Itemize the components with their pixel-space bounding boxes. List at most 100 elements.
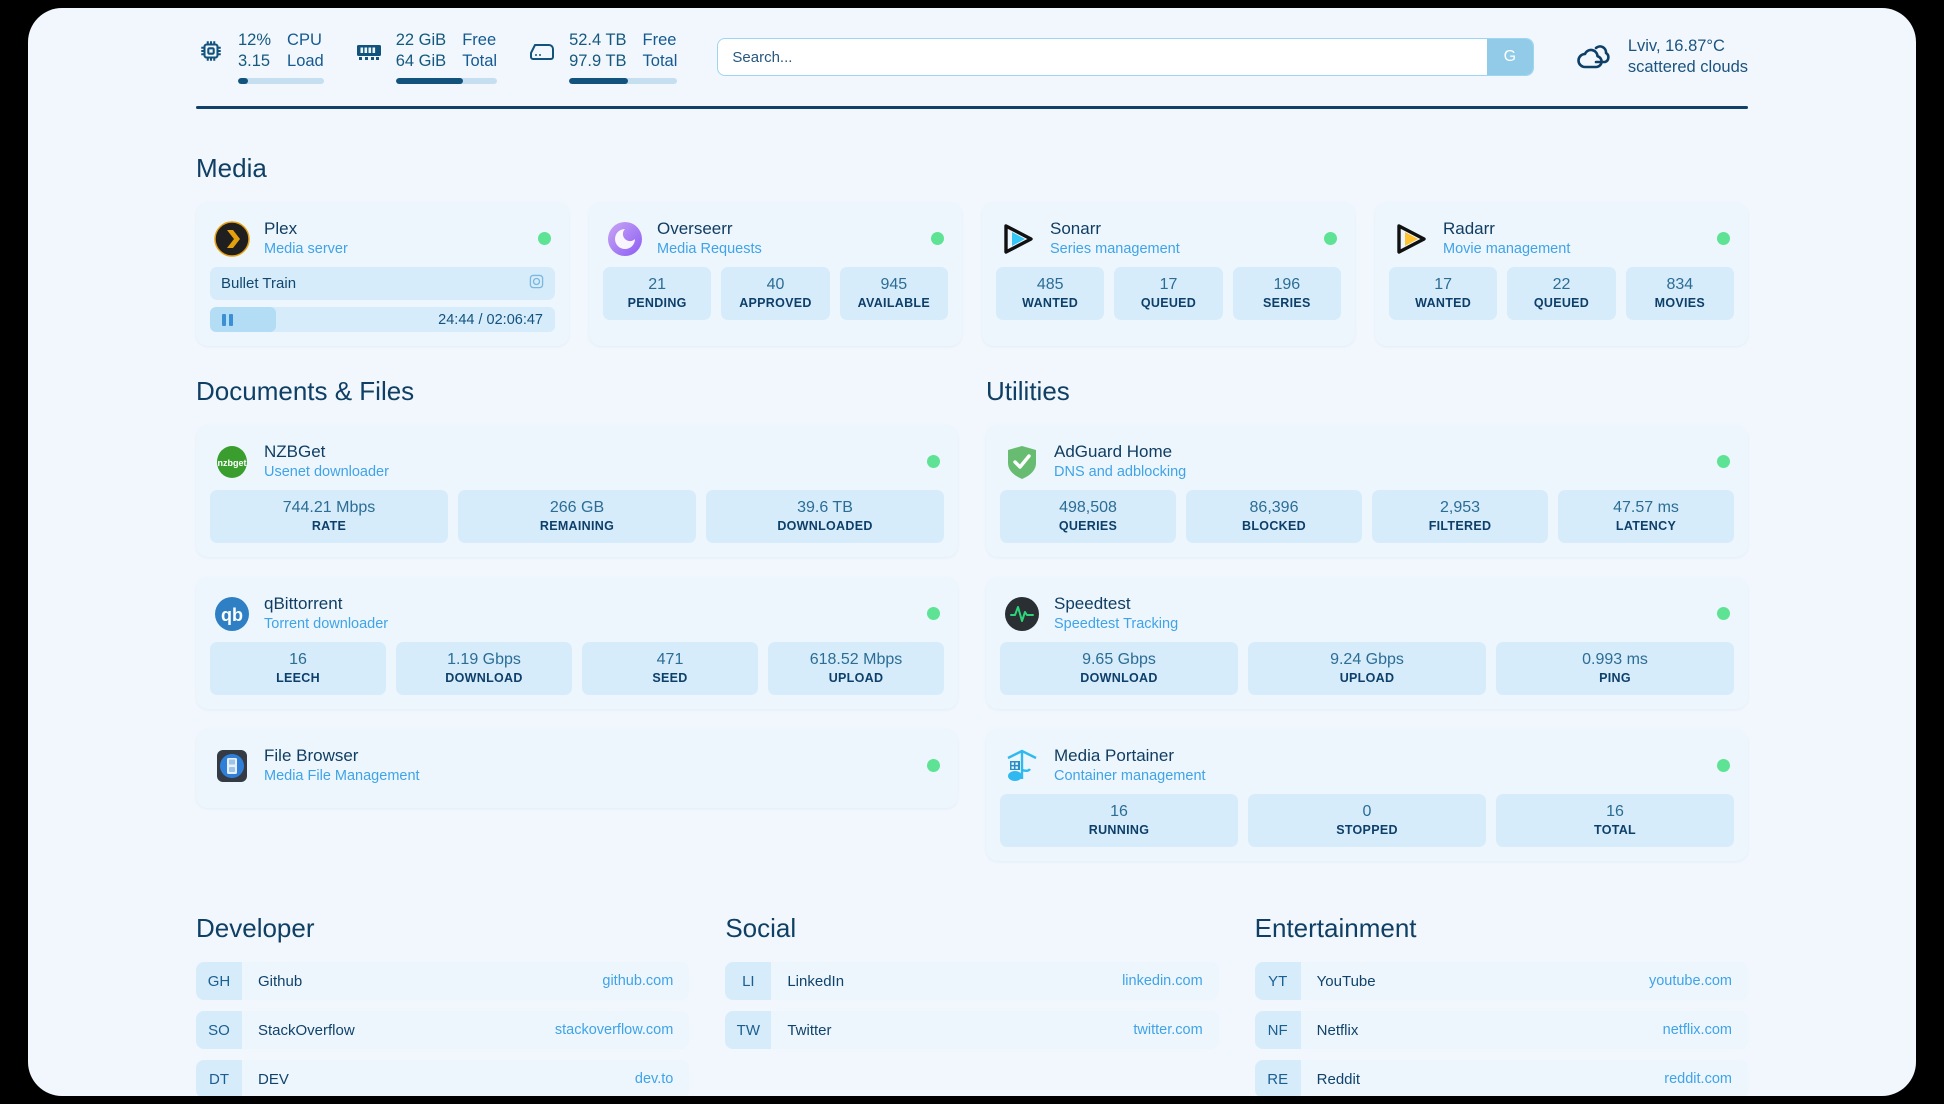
overseerr-logo <box>607 221 643 257</box>
stat-tile[interactable]: 86,396 BLOCKED <box>1186 490 1362 543</box>
bookmark-url[interactable]: stackoverflow.com <box>554 1022 674 1038</box>
stat-tile[interactable]: 0 STOPPED <box>1248 794 1486 847</box>
stat-tile[interactable]: 266 GB REMAINING <box>458 490 696 543</box>
bookmark-item[interactable]: LI LinkedIn linkedin.com <box>725 962 1219 1000</box>
service-name: Radarr <box>1443 219 1495 238</box>
stat-tile[interactable]: 9.65 Gbps DOWNLOAD <box>1000 642 1238 695</box>
stat-label: DOWNLOAD <box>445 671 523 685</box>
stat-tile[interactable]: 485 WANTED <box>996 267 1105 320</box>
status-indicator-online <box>1717 759 1730 772</box>
stat-value: 17 <box>1159 276 1178 293</box>
stat-tile[interactable]: 196 SERIES <box>1232 267 1341 320</box>
stat-label: MOVIES <box>1654 296 1706 310</box>
pause-icon[interactable] <box>222 313 233 326</box>
search-engine-button[interactable]: G <box>1486 39 1533 75</box>
bookmark-abbr: TW <box>725 1011 772 1049</box>
bookmark-item[interactable]: NF Netflix netflix.com <box>1254 1011 1748 1049</box>
dashboard-header: 12% 3.15 CPU Load 22 GiB 64 GiB Free <box>196 8 1748 106</box>
service-card-nzbget[interactable]: nzbget NZBGet Usenet downloader 744.21 M… <box>196 425 958 557</box>
utilities-cards-column: AdGuard Home DNS and adblocking 498,508 … <box>986 425 1748 861</box>
stat-tile[interactable]: 9.24 Gbps UPLOAD <box>1248 642 1486 695</box>
stat-value: 0 <box>1362 803 1372 820</box>
stat-group: 9.65 Gbps DOWNLOAD 9.24 Gbps UPLOAD 0.99… <box>1000 642 1734 695</box>
bookmark-abbr: YT <box>1254 962 1301 1000</box>
bookmark-group-developer: Developer GH Github github.com SO StackO… <box>196 913 690 1096</box>
service-subtitle: DNS and adblocking <box>1054 464 1187 480</box>
service-card-adguard-home[interactable]: AdGuard Home DNS and adblocking 498,508 … <box>986 425 1748 557</box>
stat-tile[interactable]: 744.21 Mbps RATE <box>210 490 448 543</box>
stat-label: UPLOAD <box>1339 671 1395 685</box>
stat-value: 744.21 Mbps <box>282 499 376 516</box>
stat-label: LEECH <box>276 671 320 685</box>
plex-cast-icon[interactable] <box>529 274 544 293</box>
stat-tile[interactable]: 618.52 Mbps UPLOAD <box>768 642 944 695</box>
service-card-speedtest[interactable]: Speedtest Speedtest Tracking 9.65 Gbps D… <box>986 577 1748 709</box>
bookmark-abbr: SO <box>196 1011 242 1049</box>
stat-tile[interactable]: 16 RUNNING <box>1000 794 1238 847</box>
stat-tile[interactable]: 40 APPROVED <box>721 267 830 320</box>
bookmark-name: Netflix <box>1316 1021 1359 1039</box>
stat-tile[interactable]: 0.993 ms PING <box>1496 642 1734 695</box>
stat-tile[interactable]: 945 AVAILABLE <box>839 267 948 320</box>
stat-value: 39.6 TB <box>797 499 853 516</box>
stat-tile[interactable]: 834 MOVIES <box>1625 267 1734 320</box>
stat-value: 21 <box>648 276 667 293</box>
stat-tile[interactable]: 47.57 ms LATENCY <box>1558 490 1734 543</box>
stat-label: DOWNLOAD <box>1080 671 1158 685</box>
stat-label: REMAINING <box>539 519 615 533</box>
stat-tile[interactable]: 498,508 QUERIES <box>1000 490 1176 543</box>
service-card-qbittorrent[interactable]: qb qBittorrent Torrent downloader 16 LEE… <box>196 577 958 709</box>
plex-progress-bar[interactable]: 24:44 / 02:06:47 <box>210 307 555 332</box>
stat-value: 945 <box>880 276 908 293</box>
stat-tile[interactable]: 471 SEED <box>582 642 758 695</box>
memory-ram-icon <box>354 34 384 68</box>
bookmark-item[interactable]: GH Github github.com <box>196 962 690 1000</box>
stat-tile[interactable]: 17 WANTED <box>1389 267 1498 320</box>
bookmark-url[interactable]: github.com <box>602 973 674 989</box>
service-card-radarr[interactable]: Radarr Movie management 17 WANTED 22 QUE… <box>1375 202 1748 346</box>
stat-group: 16 LEECH 1.19 Gbps DOWNLOAD 471 SEED 618… <box>210 642 944 695</box>
status-indicator-online <box>1324 232 1337 245</box>
stat-label: BLOCKED <box>1242 519 1306 533</box>
service-card-media-portainer[interactable]: Media Portainer Container management 16 … <box>986 729 1748 861</box>
stat-value: 0.993 ms <box>1582 651 1648 668</box>
service-name: AdGuard Home <box>1054 442 1173 461</box>
search-box[interactable]: G <box>717 38 1534 76</box>
plex-now-playing[interactable]: Bullet Train <box>210 267 555 300</box>
dashboard-page: 12% 3.15 CPU Load 22 GiB 64 GiB Free <box>28 8 1916 1096</box>
bookmark-item[interactable]: DT DEV dev.to <box>196 1060 690 1096</box>
stat-tile[interactable]: 2,953 FILTERED <box>1372 490 1548 543</box>
stat-label: LATENCY <box>1615 519 1677 533</box>
service-name: Speedtest <box>1054 594 1131 613</box>
bookmark-url[interactable]: twitter.com <box>1133 1022 1203 1038</box>
resource-value-top: 12% <box>238 31 272 49</box>
bookmark-item[interactable]: RE Reddit reddit.com <box>1254 1060 1748 1096</box>
resource-label-bottom: Total <box>642 52 678 70</box>
bookmark-url[interactable]: youtube.com <box>1648 973 1732 989</box>
stat-value: 485 <box>1036 276 1064 293</box>
bookmark-url[interactable]: dev.to <box>634 1071 674 1087</box>
stat-tile[interactable]: 16 TOTAL <box>1496 794 1734 847</box>
header-divider <box>196 106 1748 109</box>
bookmark-item[interactable]: TW Twitter twitter.com <box>725 1011 1219 1049</box>
stat-tile[interactable]: 39.6 TB DOWNLOADED <box>706 490 944 543</box>
bookmark-item[interactable]: SO StackOverflow stackoverflow.com <box>196 1011 690 1049</box>
stat-tile[interactable]: 22 QUEUED <box>1507 267 1616 320</box>
bookmark-url[interactable]: linkedin.com <box>1122 973 1203 989</box>
bookmark-url[interactable]: reddit.com <box>1664 1071 1732 1087</box>
service-card-file-browser[interactable]: File Browser Media File Management <box>196 729 958 808</box>
service-card-sonarr[interactable]: Sonarr Series management 485 WANTED 17 Q… <box>982 202 1355 346</box>
stat-tile[interactable]: 1.19 Gbps DOWNLOAD <box>396 642 572 695</box>
stat-group: 485 WANTED 17 QUEUED 196 SERIES <box>996 267 1341 320</box>
service-card-overseerr[interactable]: Overseerr Media Requests 21 PENDING 40 A… <box>589 202 962 346</box>
service-card-plex[interactable]: Plex Media server Bullet Train 24:44 / 0… <box>196 202 569 346</box>
bookmark-item[interactable]: YT YouTube youtube.com <box>1254 962 1748 1000</box>
search-input[interactable] <box>718 39 1487 75</box>
stat-label: QUERIES <box>1058 519 1118 533</box>
bookmark-url[interactable]: netflix.com <box>1662 1022 1732 1038</box>
stat-tile[interactable]: 16 LEECH <box>210 642 386 695</box>
section-title-media: Media <box>196 153 267 183</box>
stat-tile[interactable]: 21 PENDING <box>603 267 712 320</box>
stat-tile[interactable]: 17 QUEUED <box>1114 267 1223 320</box>
stat-value: 16 <box>289 651 307 668</box>
